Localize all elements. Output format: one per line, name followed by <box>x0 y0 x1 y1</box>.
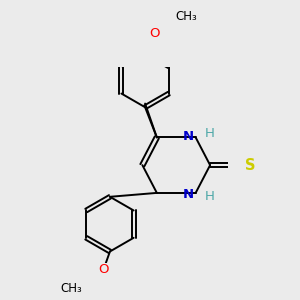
Text: O: O <box>98 263 109 276</box>
Text: CH₃: CH₃ <box>60 282 82 295</box>
Text: H: H <box>205 127 215 140</box>
Text: S: S <box>245 158 256 173</box>
Text: H: H <box>205 190 215 203</box>
Text: N: N <box>183 188 194 201</box>
Text: N: N <box>183 130 194 142</box>
Text: O: O <box>150 26 160 40</box>
Text: CH₃: CH₃ <box>176 10 197 22</box>
